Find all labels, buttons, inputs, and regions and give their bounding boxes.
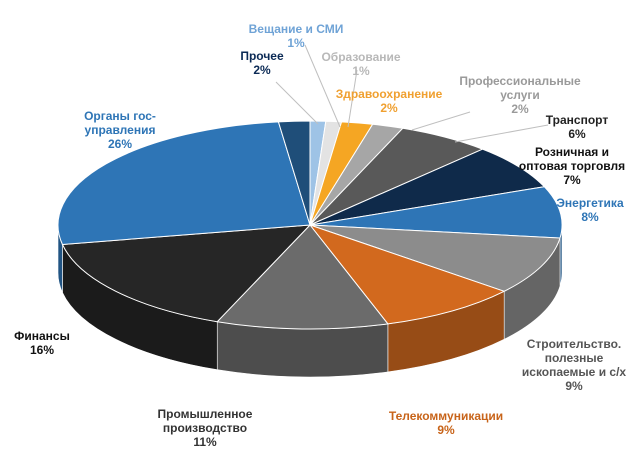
slice-label: Образование 1% (321, 50, 400, 78)
slice-label: Органы гос-управления 26% (84, 109, 156, 151)
leader-lines (275, 44, 549, 143)
slice-labels: Вещание и СМИ 1%Образование 1% Здравоохране… (14, 22, 626, 449)
slice-label: Финансы 16% (14, 329, 70, 357)
leader-line (275, 81, 319, 125)
pie-slice (308, 223, 506, 325)
pie-slice (57, 121, 311, 246)
pie-top-faces (57, 120, 563, 330)
pie-slice (277, 120, 311, 226)
slice-label: Вещание и СМИ 1% (249, 22, 344, 50)
slice-label: Промышленное производство 11% (158, 407, 253, 449)
pie-slice (309, 186, 563, 239)
slice-label: Розничная и оптовая торговля 7% (519, 145, 625, 187)
slice-label: Транспорт 6% (546, 113, 609, 141)
pie-slice (309, 148, 546, 226)
pie-slice (216, 224, 389, 330)
pie-slice-side (216, 321, 389, 378)
slice-label: Телекоммуникации 9% (389, 409, 503, 437)
slice-label: Строительство. полезные ископаемые и с/х 9% (522, 337, 627, 393)
leader-line (411, 111, 471, 131)
leader-line (454, 124, 549, 143)
leader-line (347, 69, 358, 128)
pie-slice (309, 224, 561, 292)
pie-slice (61, 224, 312, 323)
slice-label: Прочее 2% (240, 49, 284, 77)
slice-label: Здравоохранение 2% (336, 87, 443, 115)
slice-label: Энергетика 8% (556, 196, 624, 224)
leader-line (304, 44, 341, 128)
slice-label: Профессиональные услуги 2% (459, 74, 581, 116)
